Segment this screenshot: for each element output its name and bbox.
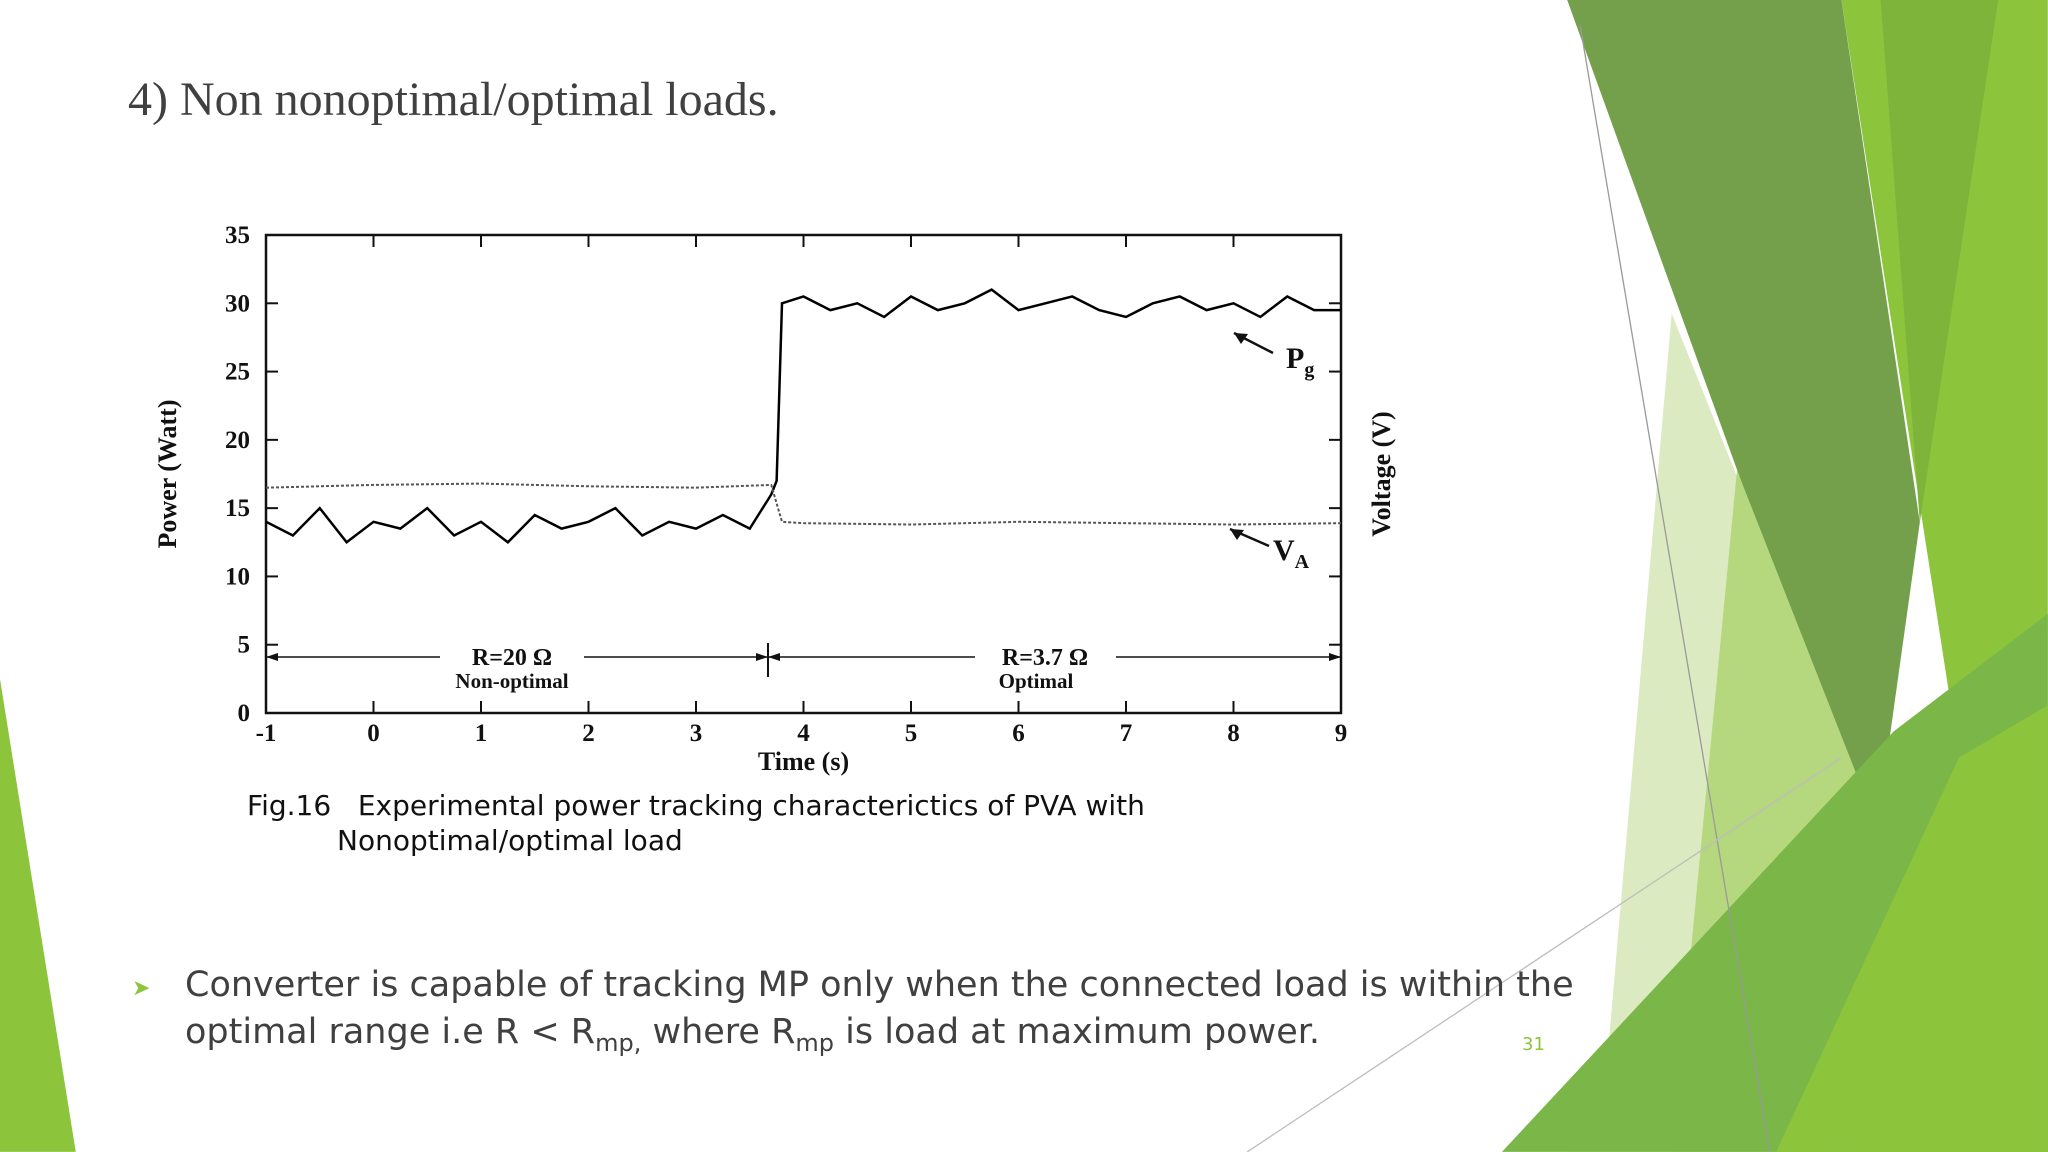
page-number: 31 bbox=[1522, 1034, 1545, 1055]
subscript: mp, bbox=[595, 1029, 642, 1057]
y-tick-label: 20 bbox=[225, 427, 250, 454]
y-tick-label: 35 bbox=[225, 222, 250, 249]
text: where R bbox=[641, 1012, 796, 1052]
bullet-marker: ➤ bbox=[132, 976, 151, 1001]
text: is load at maximum power. bbox=[834, 1012, 1321, 1052]
y-tick-label: 0 bbox=[238, 700, 251, 727]
arrow-head bbox=[1230, 529, 1244, 540]
x-tick-label: 4 bbox=[797, 720, 810, 747]
y-tick-label: 25 bbox=[225, 359, 250, 386]
y-tick-label: 5 bbox=[238, 632, 251, 659]
series-label: Pg bbox=[1286, 342, 1314, 381]
thin-line bbox=[1579, 26, 1771, 1152]
slide-title: 4) Non nonoptimal/optimal loads. bbox=[128, 73, 779, 126]
x-tick-label: 5 bbox=[905, 720, 918, 747]
caption: Nonoptimal/optimal load bbox=[337, 824, 683, 857]
x-tick-label: 9 bbox=[1335, 720, 1348, 747]
arrow-head bbox=[1329, 653, 1341, 661]
x-tick-label: 2 bbox=[582, 720, 595, 747]
annotation: R=20 Ω bbox=[472, 645, 552, 671]
data-line bbox=[265, 288, 1341, 545]
annotation: Non-optimal bbox=[455, 669, 568, 693]
arrow-head bbox=[768, 653, 780, 661]
y-tick-label: 15 bbox=[225, 495, 250, 522]
shape bbox=[1776, 705, 2048, 1152]
arrow-head bbox=[266, 653, 278, 661]
arrow-head bbox=[756, 653, 768, 661]
data-line bbox=[265, 482, 1342, 526]
series-label: VA bbox=[1273, 534, 1310, 573]
x-tick-label: 1 bbox=[475, 720, 488, 747]
x-tick-label: 8 bbox=[1227, 720, 1240, 747]
arrow-head bbox=[1234, 333, 1248, 344]
x-tick-label: 6 bbox=[1012, 720, 1025, 747]
shape bbox=[1567, 0, 1920, 849]
caption: Fig.16 Experimental power tracking chara… bbox=[247, 789, 1145, 822]
subscript: mp bbox=[795, 1029, 835, 1057]
y-axis-label: Power (Watt) bbox=[153, 400, 182, 549]
label-sub: A bbox=[1295, 551, 1310, 573]
x-tick-label: 7 bbox=[1120, 720, 1133, 747]
y2-axis-label: Voltage (V) bbox=[1367, 411, 1396, 536]
y-tick-label: 30 bbox=[225, 290, 250, 317]
label-main: P bbox=[1286, 342, 1304, 375]
bullet-text: Converter is capable of tracking MP only… bbox=[185, 962, 1585, 1067]
label-main: V bbox=[1273, 534, 1295, 567]
shape bbox=[0, 679, 76, 1152]
x-axis-label: Time (s) bbox=[758, 747, 849, 776]
x-tick-label: 0 bbox=[367, 720, 380, 747]
label-sub: g bbox=[1304, 359, 1314, 381]
thin-line bbox=[1246, 756, 1842, 1152]
x-tick-label: -1 bbox=[256, 720, 277, 747]
plot-frame bbox=[264, 233, 1343, 715]
text: Converter is capable of tracking MP only… bbox=[185, 965, 1574, 1052]
x-tick-label: 3 bbox=[690, 720, 703, 747]
annotation: R=3.7 Ω bbox=[1002, 645, 1088, 671]
shape bbox=[1880, 0, 1999, 523]
annotation: Optimal bbox=[999, 669, 1074, 693]
y-tick-label: 10 bbox=[225, 563, 250, 590]
